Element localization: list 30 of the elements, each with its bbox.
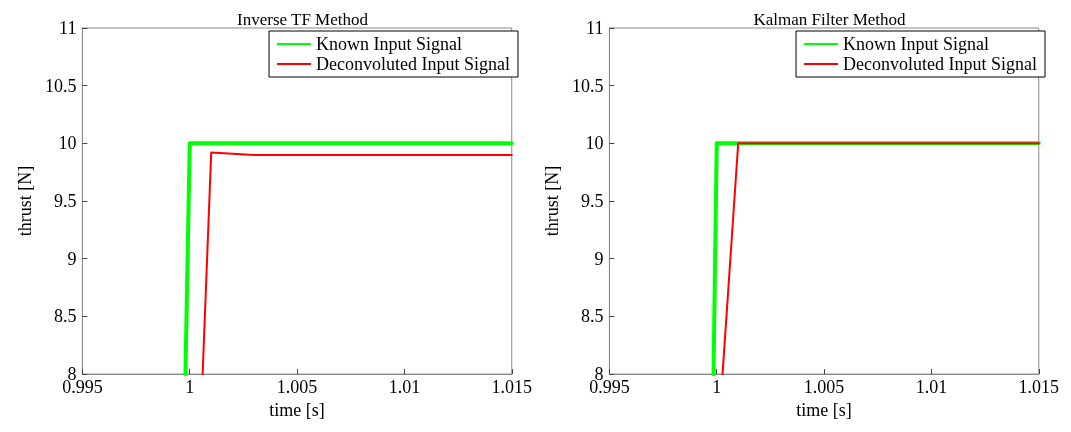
- y-tick-label: 10.5: [571, 75, 604, 96]
- y-axis-title: thrust [N]: [542, 165, 562, 237]
- x-tick-label: 1.015: [491, 377, 532, 398]
- chart-title: Inverse TF Method: [237, 10, 369, 29]
- x-tick-label: 1: [712, 377, 722, 398]
- legend-label: Deconvoluted Input Signal: [843, 54, 1037, 74]
- y-tick-label: 11: [586, 18, 604, 38]
- legend-label: Known Input Signal: [316, 34, 463, 54]
- y-axis-title: thrust [N]: [15, 165, 35, 237]
- y-tick-label: 9.5: [53, 191, 77, 212]
- x-tick-label: 1: [185, 377, 195, 398]
- y-tick-label: 10: [58, 133, 77, 154]
- x-tick-label: 1.015: [1018, 377, 1059, 398]
- legend-label: Known Input Signal: [843, 34, 990, 54]
- x-axis-title: time [s]: [796, 400, 852, 420]
- y-tick-label: 10.5: [44, 75, 77, 96]
- x-axis-title: time [s]: [269, 400, 325, 420]
- y-tick-label: 9: [594, 248, 604, 269]
- legend-label: Deconvoluted Input Signal: [316, 54, 510, 74]
- x-tick-label: 1.005: [803, 377, 845, 398]
- y-tick-label: 9.5: [580, 191, 604, 212]
- y-tick-label: 8.5: [580, 306, 604, 327]
- y-tick-label: 11: [59, 18, 77, 38]
- chart-title: Kalman Filter Method: [753, 10, 907, 29]
- y-tick-label: 10: [585, 133, 604, 154]
- x-tick-label: 1.005: [276, 377, 318, 398]
- y-tick-label: 9: [67, 248, 77, 269]
- x-tick-label: 1.01: [388, 377, 421, 398]
- y-tick-label: 8.5: [53, 306, 77, 327]
- x-tick-label: 1.01: [915, 377, 948, 398]
